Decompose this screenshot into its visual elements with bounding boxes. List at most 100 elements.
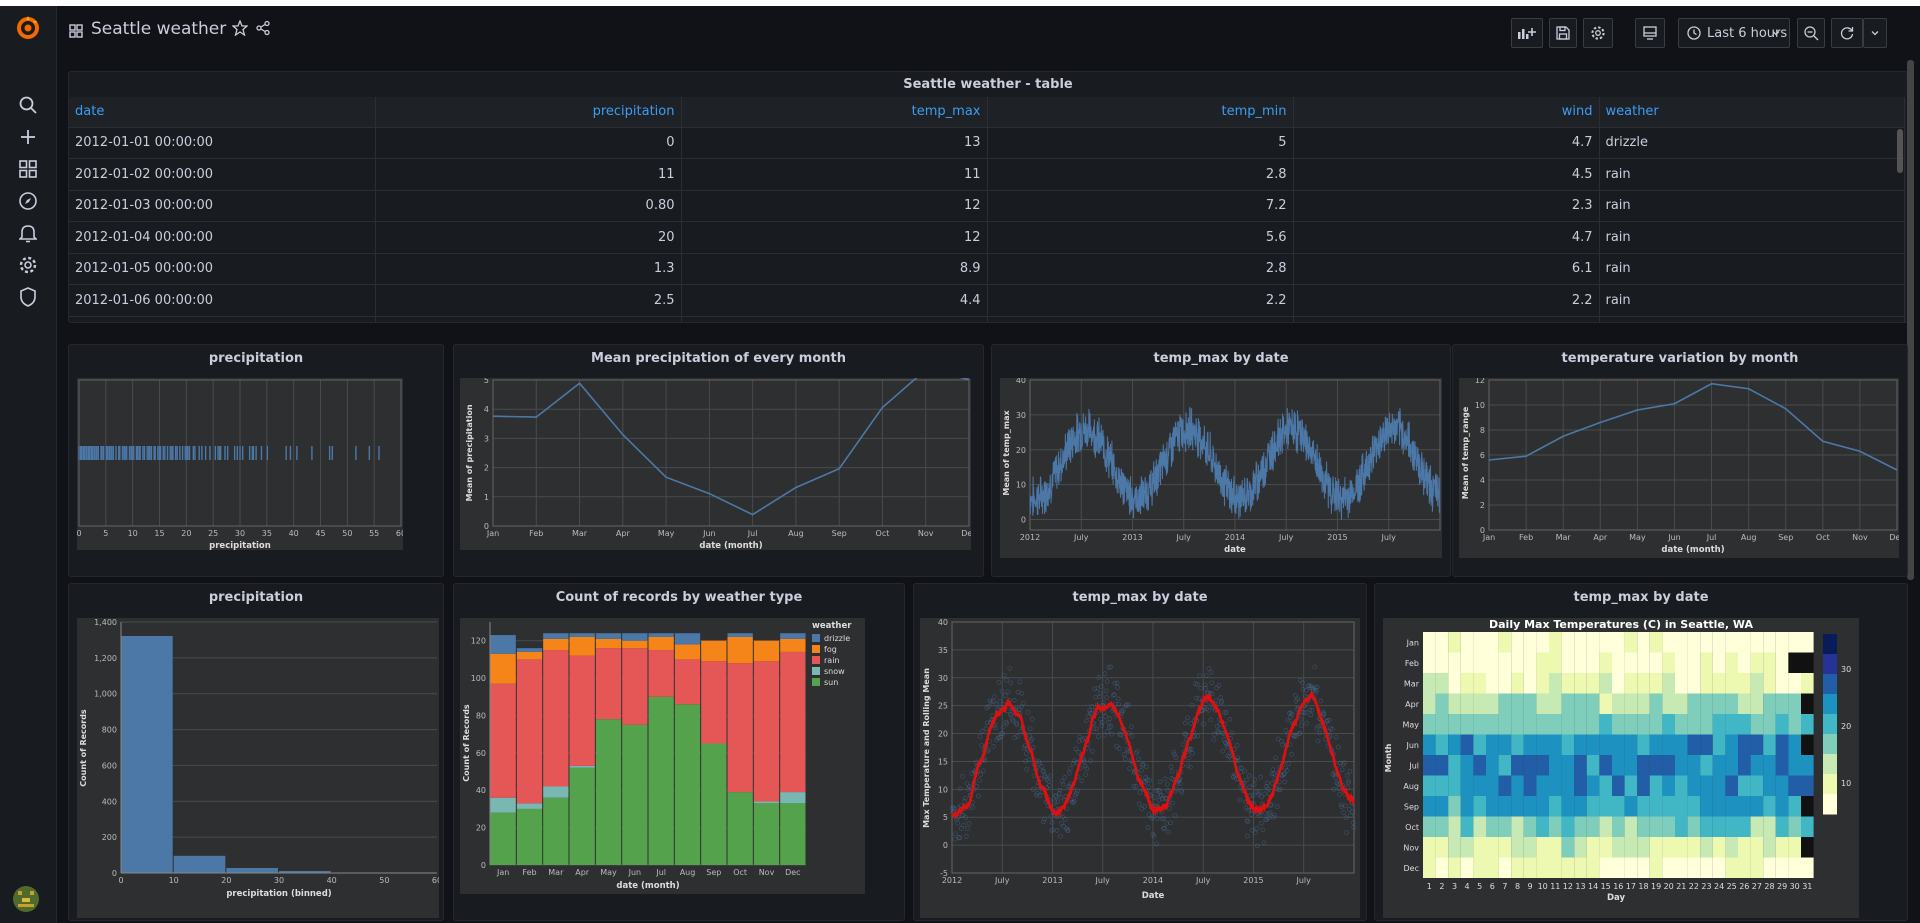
legend-swatch xyxy=(812,667,820,675)
refresh-interval-dropdown[interactable] xyxy=(1863,18,1887,48)
grafana-logo-icon[interactable] xyxy=(14,14,42,42)
scatter-point xyxy=(985,747,991,753)
column-header-precipitation[interactable]: precipitation xyxy=(375,97,682,127)
table-scrollbar[interactable] xyxy=(1897,129,1903,173)
scatter-point xyxy=(1347,769,1353,774)
cell-weather: rain xyxy=(1599,189,1905,222)
x-tick-label: 20 xyxy=(1664,882,1674,891)
x-tick-label: 0 xyxy=(118,876,123,885)
x-tick-label: Sep xyxy=(1778,533,1793,542)
cell-temp-max: 11 xyxy=(681,158,988,190)
column-header-wind[interactable]: wind xyxy=(1293,97,1600,127)
stacked-bar-segment xyxy=(543,638,569,651)
heatmap-cell xyxy=(1788,693,1801,714)
column-header-date[interactable]: date xyxy=(69,97,376,127)
star-icon[interactable] xyxy=(231,19,249,40)
scatter-point xyxy=(1089,748,1095,754)
heatmap-cell xyxy=(1763,796,1776,817)
heatmap-cell xyxy=(1763,652,1776,673)
table-row[interactable]: 2012-01-01 00:00:00 0 13 5 4.7 drizzle xyxy=(69,126,1905,159)
scatter-point xyxy=(1064,826,1069,831)
scatter-point xyxy=(1260,827,1266,833)
y-tick-label: 20 xyxy=(1016,446,1026,455)
save-button[interactable] xyxy=(1549,18,1577,48)
heatmap-cell xyxy=(1725,734,1738,755)
plus-icon[interactable] xyxy=(14,123,42,151)
bell-icon[interactable] xyxy=(14,219,42,247)
scatter-point xyxy=(1014,720,1019,726)
table-row[interactable]: 2012-01-04 00:00:00 20 12 5.6 4.7 rain xyxy=(69,221,1905,253)
stacked-bar-segment xyxy=(516,803,543,809)
legend-label: drizzle xyxy=(824,634,850,643)
share-icon[interactable] xyxy=(255,20,271,40)
scatter-point xyxy=(1182,720,1188,726)
column-header-temp-max[interactable]: temp_max xyxy=(681,97,988,127)
column-header-weather[interactable]: weather xyxy=(1599,97,1905,127)
cycle-view-mode-button[interactable] xyxy=(1635,18,1665,48)
gear-icon[interactable] xyxy=(14,251,42,279)
x-tick-label: 12 xyxy=(1563,882,1573,891)
shield-icon[interactable] xyxy=(14,283,42,311)
x-tick-label: Jul xyxy=(655,868,666,877)
stacked-bar-segment xyxy=(674,644,701,660)
scatter-point xyxy=(974,783,980,789)
heatmap-cell xyxy=(1738,673,1751,694)
heatmap-cell xyxy=(1448,714,1461,735)
dashboard-settings-button[interactable] xyxy=(1583,18,1613,48)
stacked-bar-segment xyxy=(543,797,569,865)
heatmap-cell xyxy=(1460,775,1474,796)
heatmap-cell xyxy=(1750,632,1764,653)
scatter-point xyxy=(1271,771,1277,777)
zoom-out-button[interactable] xyxy=(1797,18,1825,48)
scatter-point xyxy=(1160,826,1166,831)
scatter-point xyxy=(956,835,962,840)
y-tick-label: 3 xyxy=(484,434,489,443)
y-axis-label: Mean of temp_range xyxy=(1461,406,1470,499)
heatmap-cell xyxy=(1612,796,1625,817)
scatter-point xyxy=(1158,792,1164,798)
heatmap-cell xyxy=(1498,632,1512,653)
scatter-point xyxy=(1315,684,1320,690)
dashboard-title[interactable]: Seattle weather xyxy=(91,19,227,39)
refresh-button[interactable] xyxy=(1831,18,1863,48)
dashboards-icon[interactable] xyxy=(14,155,42,183)
scatter-point xyxy=(1046,779,1052,784)
avatar[interactable] xyxy=(13,886,39,912)
scatter-point xyxy=(1179,790,1185,796)
page-scrollbar[interactable] xyxy=(1907,60,1914,580)
heatmap-title: Daily Max Temperatures (C) in Seattle, W… xyxy=(1489,618,1753,631)
heatmap-cell xyxy=(1675,632,1688,653)
time-range-picker[interactable]: Last 6 hours xyxy=(1678,18,1790,48)
table-row[interactable]: 2012-01-02 00:00:00 11 11 2.8 4.5 rain xyxy=(69,158,1905,190)
legend-tick-label: 20 xyxy=(1841,722,1851,731)
y-tick-label: 100 xyxy=(471,674,486,683)
heatmap-cell xyxy=(1586,632,1600,653)
scatter-point xyxy=(1185,763,1191,769)
scatter-point xyxy=(1114,743,1119,749)
compass-icon[interactable] xyxy=(14,187,42,215)
precipitation-strip-panel: precipitation 0 5 10 15 20 25 30 35 40 45 50 55 60 pr… xyxy=(68,344,444,577)
scatter-point xyxy=(1190,751,1195,756)
table-row[interactable]: 2012-01-05 00:00:00 1.3 8.9 2.8 6.1 rain xyxy=(69,252,1905,285)
heatmap-cell xyxy=(1675,775,1688,796)
table-row[interactable]: 2012-01-03 00:00:00 0.80 12 7.2 2.3 rain xyxy=(69,189,1905,222)
column-header-temp-min[interactable]: temp_min xyxy=(987,97,1294,127)
scatter-point xyxy=(1183,732,1189,737)
y-axis-label: Mean of precipitation xyxy=(465,404,474,501)
scatter-point xyxy=(1139,806,1145,812)
scatter-point xyxy=(1334,780,1340,785)
scatter-point xyxy=(1300,686,1306,692)
histogram-bar xyxy=(226,867,278,873)
heatmap-cell xyxy=(1738,714,1751,735)
table-row[interactable]: 2012-01-06 00:00:00 2.5 4.4 2.2 2.2 rain xyxy=(69,284,1905,316)
heatmap-cell xyxy=(1612,816,1625,837)
add-panel-button[interactable] xyxy=(1511,18,1543,48)
scatter-point xyxy=(961,822,966,828)
y-tick-label: 5 xyxy=(484,378,489,385)
heatmap-cell xyxy=(1763,755,1776,776)
cell-precipitation: 11 xyxy=(375,158,682,190)
heatmap-cell xyxy=(1498,796,1512,817)
chevron-down-icon xyxy=(1772,31,1780,36)
search-icon[interactable] xyxy=(14,91,42,119)
scatter-point xyxy=(1247,784,1253,790)
